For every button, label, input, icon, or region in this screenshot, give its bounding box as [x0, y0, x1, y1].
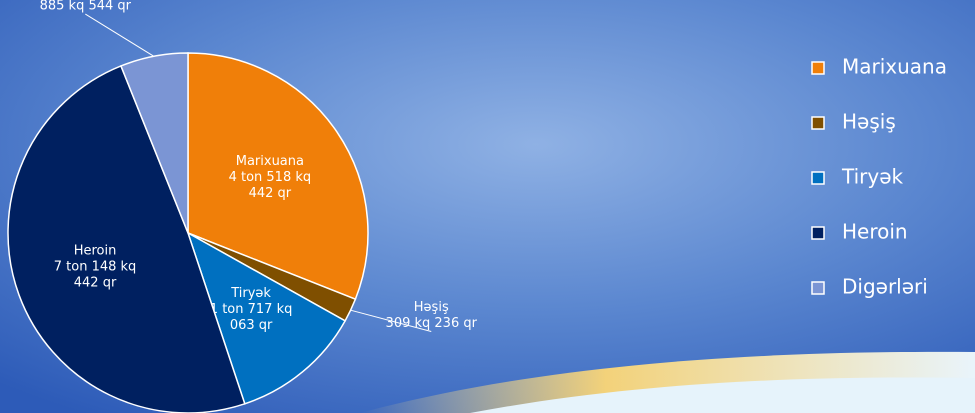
swoosh-light	[470, 377, 975, 413]
legend-label: Digərləri	[842, 275, 928, 299]
value-label: 1 ton 717 kq	[210, 302, 293, 317]
legend-label: Həşiş	[842, 110, 896, 134]
value-label: 063 qr	[230, 318, 273, 333]
pie-slice	[119, 52, 189, 234]
legend-label: Tiryək	[841, 165, 904, 189]
slice-label: Marixuana	[236, 154, 304, 169]
legend-swatch	[811, 226, 825, 240]
legend-swatch	[811, 61, 825, 75]
value-label: 442 qr	[249, 186, 292, 201]
legend-swatch	[811, 171, 825, 185]
value-label: 309 kq 236 qr	[386, 316, 478, 331]
value-label: 442 qr	[74, 276, 117, 291]
pie-slice	[7, 64, 246, 413]
slice-label: Heroin	[74, 244, 117, 259]
slice-label: Tiryək	[230, 286, 271, 301]
value-label: 4 ton 518 kq	[229, 170, 312, 185]
value-label: 7 ton 148 kq	[54, 260, 137, 275]
pie-slice	[186, 231, 347, 405]
pie-slice	[187, 52, 369, 301]
legend-swatch	[811, 281, 825, 295]
legend-swatch	[811, 116, 825, 130]
legend: Marixuana Həşiş Tiryək Heroin Digərləri	[811, 55, 947, 299]
legend-label: Marixuana	[842, 55, 947, 79]
leader-line	[350, 309, 432, 332]
leader-line	[85, 13, 155, 57]
slice-label: Həşiş	[414, 300, 449, 315]
legend-label: Heroin	[842, 220, 908, 244]
value-label: 885 kq 544 qr	[40, 0, 132, 14]
